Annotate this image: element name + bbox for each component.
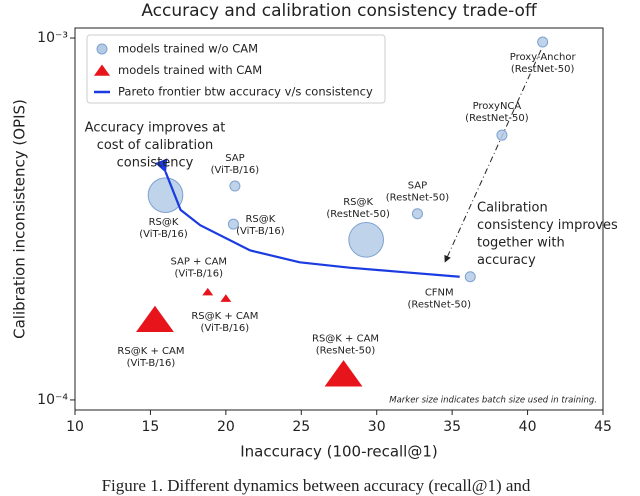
annotation: cost of calibration [97, 138, 214, 153]
point-label: SAP [225, 153, 244, 164]
model-point [324, 360, 363, 387]
point-label: (RestNet-50) [386, 193, 450, 204]
y-tick-label: 10⁻⁴ [37, 392, 68, 408]
point-label: Proxy-Anchor [510, 52, 577, 63]
point-label: (RestNet-50) [326, 209, 390, 220]
model-point [136, 305, 174, 333]
legend-box [86, 34, 386, 104]
x-axis-label: Inaccuracy (100-recall@1) [240, 443, 438, 461]
plot-frame [74, 27, 604, 411]
point-label: (ViT-B/16) [201, 323, 250, 334]
legend-marker [96, 43, 108, 55]
annotation: together with [477, 236, 565, 251]
annotation: accuracy [477, 253, 536, 268]
annotation: Accuracy improves at [85, 121, 226, 136]
point-label: (RestNet-50) [511, 64, 575, 75]
point-label: (ViT-B/16) [127, 358, 176, 369]
annotation: consistency [117, 156, 194, 171]
x-tick-label: 25 [292, 419, 310, 435]
y-tick-label: 10⁻³ [37, 30, 68, 46]
x-tick-label: 20 [217, 419, 235, 435]
model-point [348, 221, 384, 258]
legend-marker [93, 64, 111, 76]
point-label: RS@K [343, 197, 373, 208]
point-label: (ViT-B/16) [139, 229, 188, 240]
pareto-line [155, 158, 460, 278]
model-point [147, 177, 184, 213]
point-label: SAP [408, 181, 427, 192]
point-label: (ViT-B/16) [236, 226, 285, 237]
x-tick-label: 40 [519, 419, 537, 435]
point-label: (ResNet-50) [316, 346, 376, 357]
point-label: (RestNet-50) [408, 300, 472, 311]
figure-caption: Figure 1. Different dynamics between acc… [102, 476, 531, 495]
point-label: RS@K + CAM [191, 311, 258, 322]
x-tick-label: 45 [594, 419, 612, 435]
x-tick-label: 15 [142, 419, 160, 435]
point-label: RS@K + CAM [312, 334, 379, 345]
point-label: RS@K + CAM [117, 346, 184, 357]
point-label: (ViT-B/16) [211, 165, 260, 176]
point-label: ProxyNCA [473, 101, 522, 112]
legend-label: Pareto frontier btw accuracy v/s consist… [118, 85, 373, 99]
model-point [202, 287, 214, 296]
model-point [496, 129, 508, 141]
point-label: SAP + CAM [170, 257, 227, 268]
legend-label: models trained w/o CAM [118, 42, 258, 56]
annotation: Calibration [477, 201, 548, 216]
model-point [229, 180, 241, 192]
legend-label: models trained with CAM [118, 63, 262, 77]
x-tick-label: 30 [368, 419, 386, 435]
chart-title: Accuracy and calibration consistency tra… [141, 1, 538, 21]
model-point [464, 271, 476, 283]
point-label: (RestNet-50) [465, 113, 529, 124]
model-point [227, 218, 239, 230]
x-tick-label: 10 [66, 419, 84, 435]
model-point [411, 208, 423, 220]
annotation: consistency improves [477, 218, 618, 233]
x-tick-label: 35 [443, 419, 461, 435]
footnote: Marker size indicates batch size used in… [389, 396, 597, 406]
model-point [537, 36, 549, 48]
point-label: (ViT-B/16) [174, 269, 223, 280]
point-label: RS@K [149, 217, 179, 228]
point-label: RS@K [245, 214, 275, 225]
point-label: CFNM [425, 288, 454, 299]
y-axis-label: Calibration inconsistency (OPIS) [11, 99, 29, 339]
model-point [220, 294, 232, 302]
